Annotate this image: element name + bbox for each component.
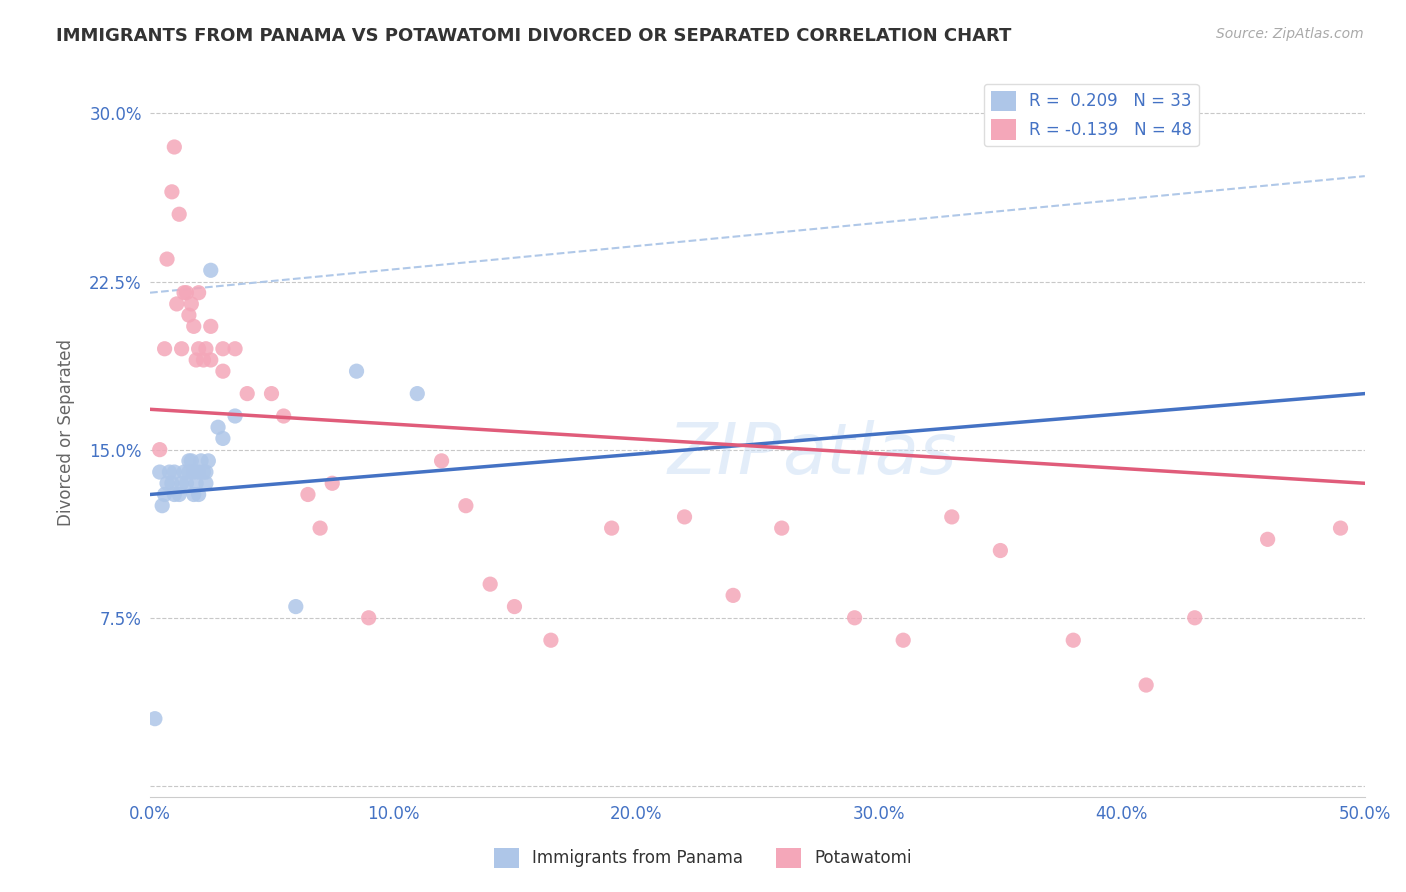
Point	[183, 465, 205, 479]
Point	[236, 386, 259, 401]
Point	[207, 420, 229, 434]
Point	[149, 442, 172, 457]
Point	[170, 476, 193, 491]
Point	[194, 342, 217, 356]
Point	[167, 487, 190, 501]
Point	[163, 140, 186, 154]
Point	[160, 185, 183, 199]
Point	[284, 599, 307, 614]
Text: Source: ZipAtlas.com: Source: ZipAtlas.com	[1216, 27, 1364, 41]
Point	[273, 409, 295, 423]
Point	[156, 476, 179, 491]
Point	[212, 432, 235, 446]
Point	[1329, 521, 1351, 535]
Point	[183, 319, 205, 334]
Point	[190, 454, 212, 468]
Point	[990, 543, 1012, 558]
Point	[1257, 533, 1279, 547]
Point	[200, 353, 222, 368]
Point	[180, 297, 202, 311]
Point	[160, 476, 183, 491]
Point	[309, 521, 332, 535]
Point	[673, 509, 696, 524]
Point	[180, 454, 202, 468]
Point	[193, 465, 215, 479]
Point	[173, 285, 195, 300]
Text: atlas: atlas	[782, 420, 956, 489]
Point	[1135, 678, 1157, 692]
Point	[1184, 611, 1206, 625]
Point	[406, 386, 429, 401]
Point	[186, 353, 208, 368]
Point	[173, 465, 195, 479]
Point	[357, 611, 380, 625]
Point	[197, 454, 219, 468]
Point	[600, 521, 623, 535]
Point	[183, 487, 205, 501]
Point	[163, 487, 186, 501]
Point	[187, 285, 209, 300]
Point	[454, 499, 477, 513]
Point	[166, 297, 188, 311]
Point	[224, 409, 246, 423]
Point	[159, 465, 181, 479]
Point	[194, 476, 217, 491]
Y-axis label: Divorced or Separated: Divorced or Separated	[58, 339, 75, 526]
Point	[194, 465, 217, 479]
Legend: R =  0.209   N = 33, R = -0.139   N = 48: R = 0.209 N = 33, R = -0.139 N = 48	[984, 84, 1198, 146]
Point	[167, 207, 190, 221]
Point	[149, 465, 172, 479]
Point	[150, 499, 173, 513]
Point	[177, 454, 200, 468]
Legend: Immigrants from Panama, Potawatomi: Immigrants from Panama, Potawatomi	[486, 841, 920, 875]
Point	[153, 487, 176, 501]
Point	[176, 476, 198, 491]
Point	[224, 342, 246, 356]
Point	[187, 342, 209, 356]
Point	[297, 487, 319, 501]
Point	[844, 611, 866, 625]
Point	[163, 465, 186, 479]
Point	[177, 465, 200, 479]
Point	[187, 487, 209, 501]
Point	[176, 285, 198, 300]
Point	[321, 476, 343, 491]
Point	[1062, 633, 1084, 648]
Point	[170, 342, 193, 356]
Point	[540, 633, 562, 648]
Point	[941, 509, 963, 524]
Text: ZIP: ZIP	[668, 420, 782, 489]
Point	[177, 308, 200, 322]
Point	[200, 319, 222, 334]
Point	[721, 588, 744, 602]
Point	[156, 252, 179, 266]
Point	[186, 476, 208, 491]
Point	[212, 364, 235, 378]
Point	[430, 454, 453, 468]
Point	[143, 712, 166, 726]
Point	[503, 599, 526, 614]
Point	[187, 465, 209, 479]
Point	[891, 633, 914, 648]
Point	[153, 342, 176, 356]
Point	[193, 353, 215, 368]
Point	[770, 521, 793, 535]
Text: IMMIGRANTS FROM PANAMA VS POTAWATOMI DIVORCED OR SEPARATED CORRELATION CHART: IMMIGRANTS FROM PANAMA VS POTAWATOMI DIV…	[56, 27, 1011, 45]
Point	[260, 386, 283, 401]
Point	[479, 577, 502, 591]
Point	[212, 342, 235, 356]
Point	[200, 263, 222, 277]
Point	[346, 364, 368, 378]
